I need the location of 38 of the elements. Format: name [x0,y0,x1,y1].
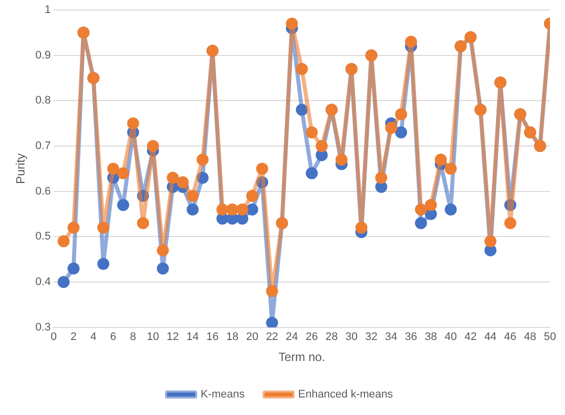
x-tick-label: 50 [544,331,556,344]
x-tick-label: 26 [306,331,318,344]
x-tick-label: 16 [206,331,219,344]
legend-label: Enhanced k-means [298,388,394,401]
x-tick-label: 6 [110,331,116,344]
x-tick-label: 30 [345,331,358,344]
x-tick-label: 24 [286,331,298,344]
x-tick-label: 46 [504,331,516,344]
y-tick-label: 1 [44,4,51,16]
x-tick-label: 4 [90,331,96,344]
y-tick-label: 0.5 [35,230,51,243]
y-axis-title: Purity [14,153,28,184]
x-tick-label: 38 [424,331,438,344]
x-tick-label: 12 [166,331,179,344]
y-tick-label: 0.6 [35,185,51,198]
x-tick-label: 42 [464,331,477,344]
x-tick-label: 10 [146,331,160,344]
x-axis-title: Term no. [278,350,326,364]
x-tick-label: 22 [266,331,278,344]
x-tick-label: 2 [70,331,77,344]
y-tick-label: 0.7 [35,140,51,152]
x-tick-label: 14 [186,331,199,344]
x-tick-label: 32 [365,331,378,344]
y-tick-label: 0.8 [35,94,51,107]
y-tick-label: 0.9 [35,49,51,62]
x-tick-label: 28 [326,331,338,344]
legend-label: K-means [200,388,246,401]
y-tick-label: 0.4 [35,276,51,288]
x-tick-label: 34 [385,331,398,344]
x-tick-label: 48 [524,331,536,344]
x-tick-label: 0 [50,331,57,344]
x-tick-label: 8 [130,331,136,344]
x-tick-label: 40 [444,331,457,344]
x-tick-label: 36 [404,331,418,344]
y-tick-label: 0.3 [35,321,51,334]
x-tick-label: 44 [484,331,497,344]
x-tick-label: 20 [246,331,258,344]
x-tick-label: 18 [226,331,238,344]
